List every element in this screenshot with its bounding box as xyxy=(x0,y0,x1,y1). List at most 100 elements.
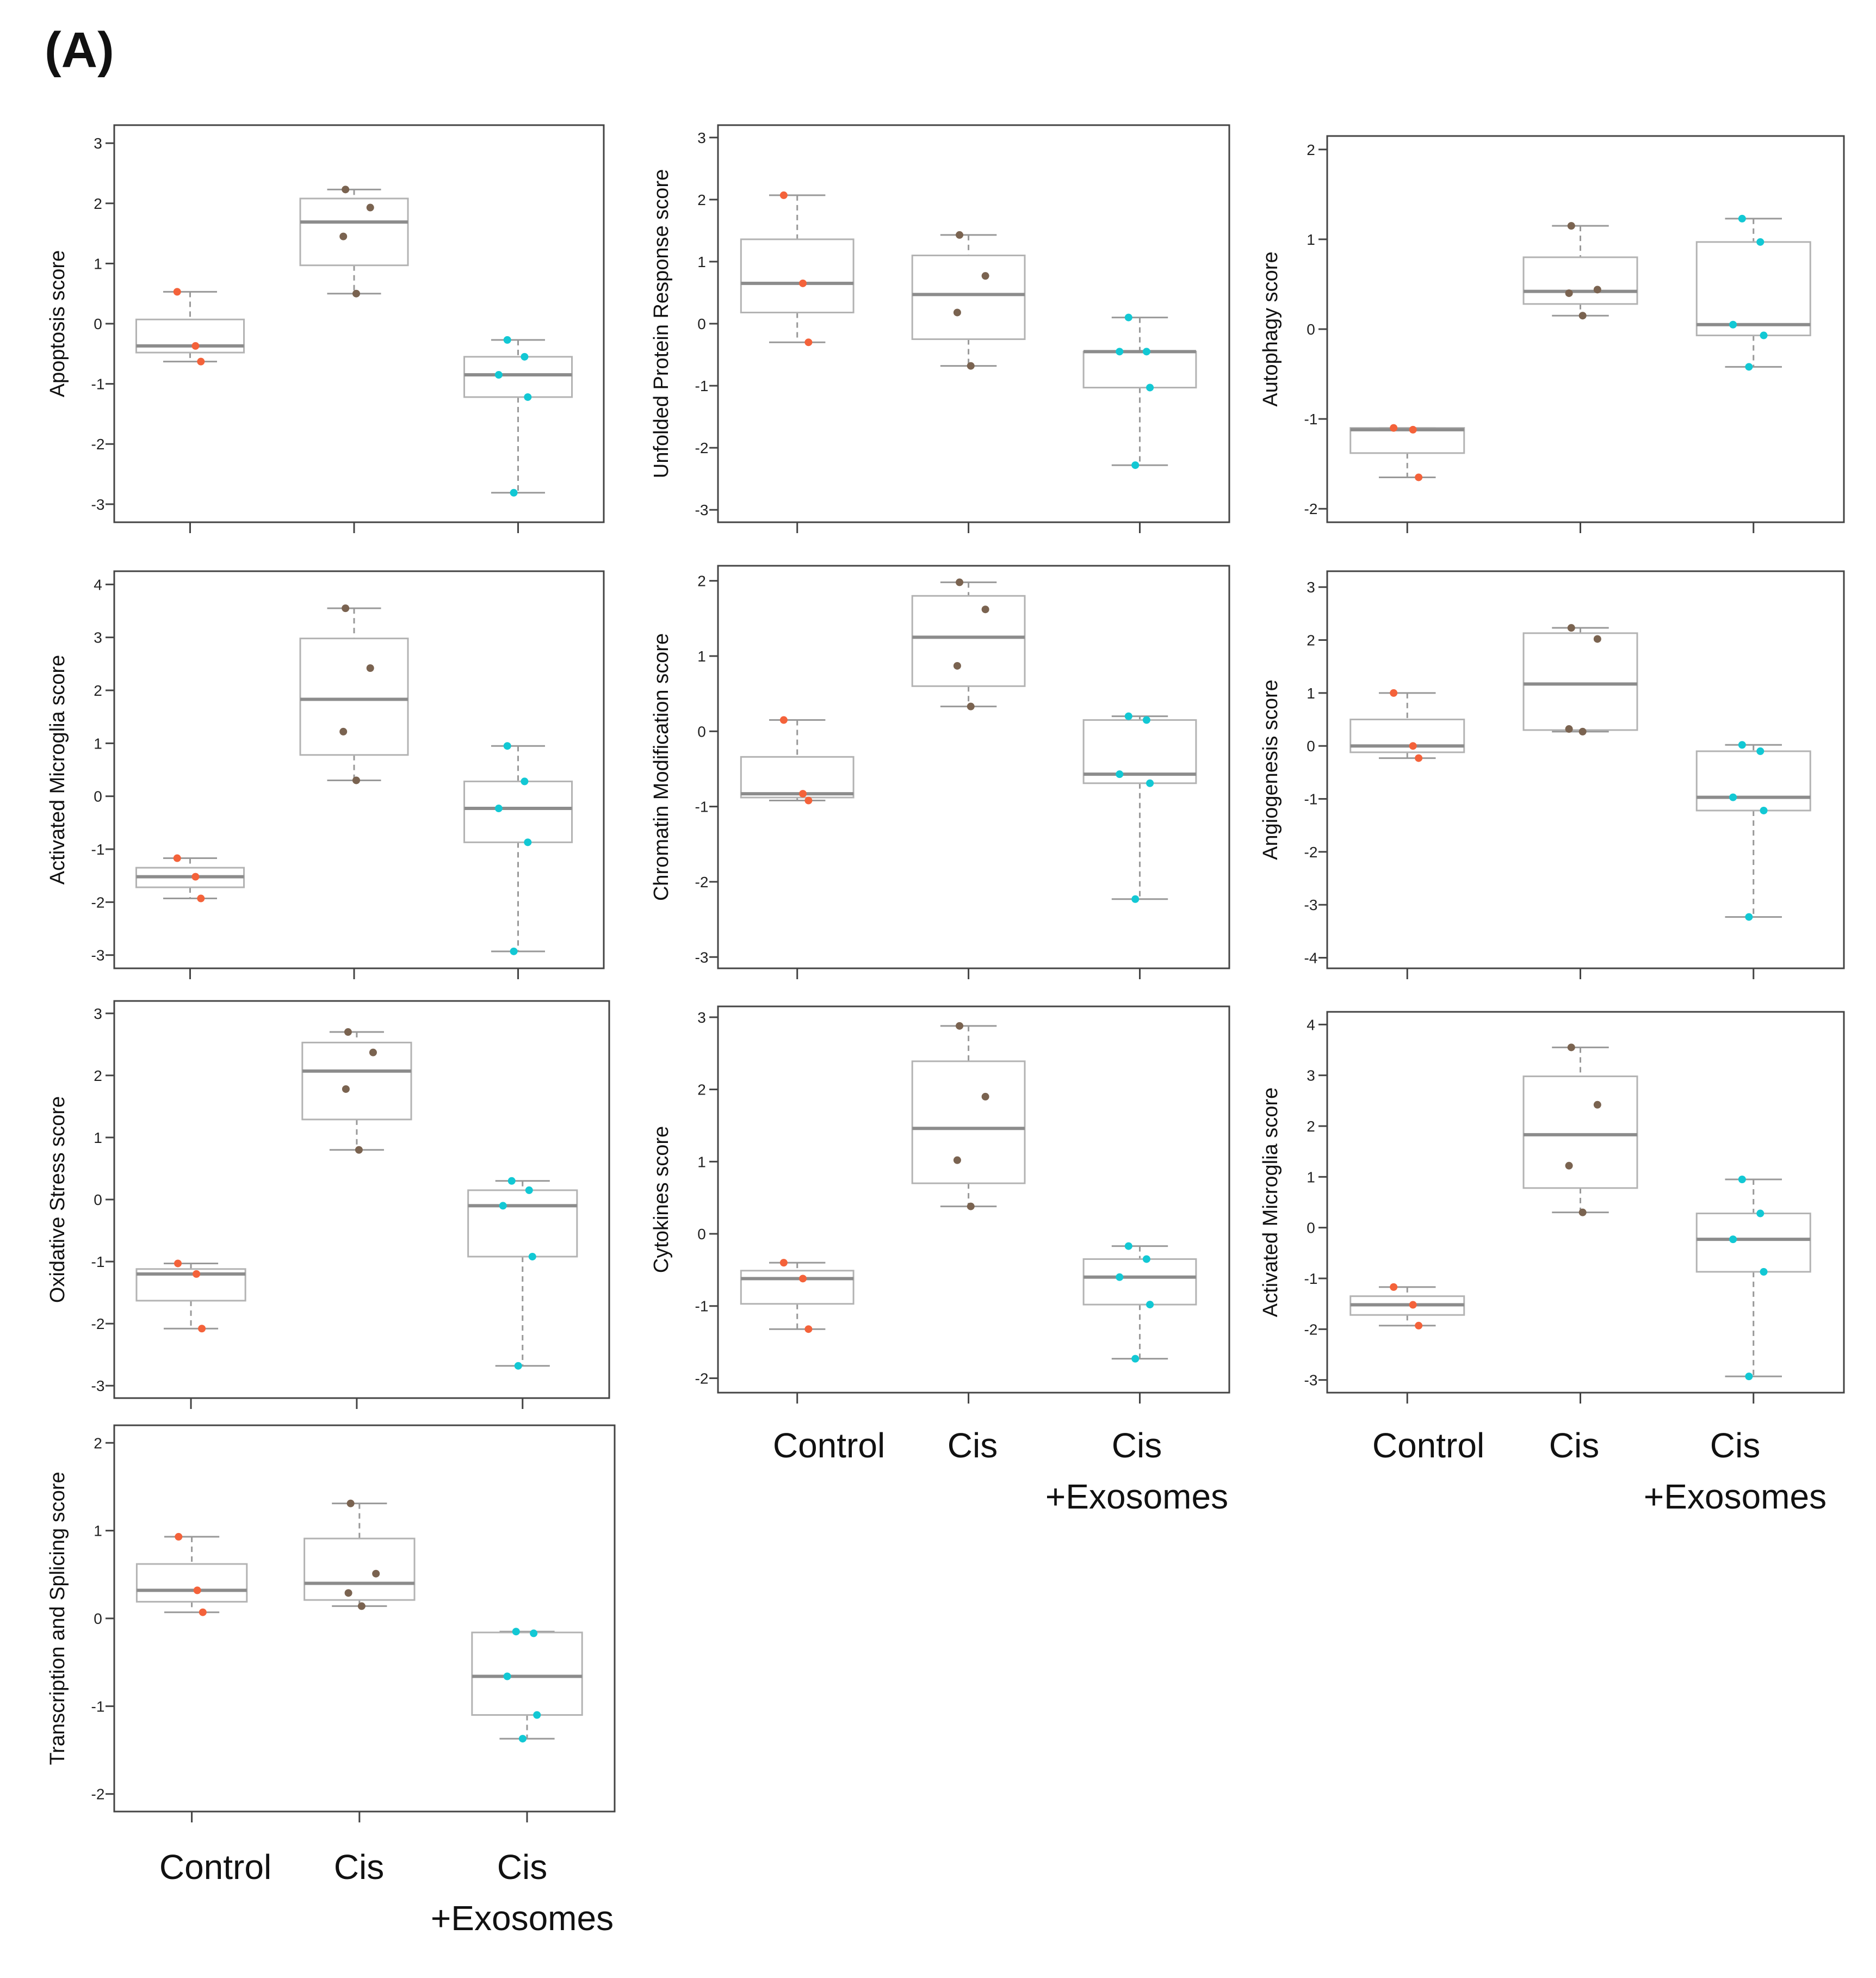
y-tick-label: 0 xyxy=(94,1610,102,1627)
data-point xyxy=(1116,770,1124,778)
y-tick-label: -1 xyxy=(91,1253,105,1270)
data-point xyxy=(191,342,200,350)
box-iqr xyxy=(740,238,855,313)
y-tick-label: 1 xyxy=(1307,231,1315,248)
box-iqr xyxy=(1349,427,1465,454)
panel-unfolded-protein-response: -3 -2 -1 0 1 2 3 Unfolded Protein Response scor… xyxy=(636,114,1240,549)
y-tick-label: 4 xyxy=(1307,1016,1315,1033)
category-label-cis-exosomes: Cis +Exosomes xyxy=(431,1841,614,1944)
y-tick-label: -1 xyxy=(91,1698,105,1715)
data-point xyxy=(1745,363,1753,371)
y-tick-label: 1 xyxy=(697,254,706,270)
data-point xyxy=(1738,741,1746,749)
panel-apoptosis: -3 -2 -1 0 1 2 3 Apoptosis score xyxy=(33,114,615,549)
data-point xyxy=(503,1672,511,1680)
data-point xyxy=(1745,913,1753,921)
data-point xyxy=(1409,425,1417,434)
category-label-cis-exosomes-line1: Cis xyxy=(497,1847,548,1887)
y-axis-label: Activated Microglia score xyxy=(1259,1087,1282,1317)
panel-oxidative-stress: -3 -2 -1 0 1 2 3 Oxidative Stress score xyxy=(33,990,620,1425)
category-label-cis-exosomes-line2: +Exosomes xyxy=(430,1899,614,1938)
box-iqr xyxy=(471,1631,583,1716)
data-point xyxy=(175,1532,183,1541)
y-tick-label: -2 xyxy=(1304,844,1318,861)
y-tick-label: 1 xyxy=(94,1129,102,1146)
y-axis-label: Apoptosis score xyxy=(46,250,69,397)
data-point xyxy=(981,605,989,614)
data-point xyxy=(173,854,181,862)
data-point xyxy=(1756,238,1764,246)
data-point xyxy=(1146,779,1154,787)
box-iqr xyxy=(1695,1213,1811,1273)
y-tick-label: -1 xyxy=(1304,1270,1318,1287)
data-point xyxy=(804,796,813,805)
y-axis-label: Unfolded Protein Response score xyxy=(650,169,673,478)
data-point xyxy=(346,1499,355,1507)
y-tick-label: 0 xyxy=(697,723,706,740)
data-point xyxy=(953,308,961,317)
data-point xyxy=(799,1275,807,1283)
data-point xyxy=(352,289,360,298)
y-tick-label: -3 xyxy=(695,502,709,518)
y-axis-label: Autophagy score xyxy=(1259,251,1282,406)
y-tick-label: 2 xyxy=(94,1067,102,1084)
y-tick-label: -3 xyxy=(91,947,105,964)
box-iqr xyxy=(463,780,573,843)
data-point xyxy=(355,1146,363,1154)
data-point xyxy=(197,357,205,366)
box-iqr xyxy=(1082,350,1197,388)
y-tick-label: -2 xyxy=(1304,500,1318,517)
data-point xyxy=(342,1085,350,1093)
data-point xyxy=(1131,1355,1140,1363)
box-iqr xyxy=(1695,241,1811,337)
data-point xyxy=(1390,689,1398,697)
data-point xyxy=(981,1092,989,1101)
plot-frame xyxy=(113,570,605,969)
data-point xyxy=(1593,1101,1601,1109)
box-iqr xyxy=(299,197,409,267)
data-point xyxy=(1760,1268,1768,1276)
data-point xyxy=(369,1048,377,1056)
data-point xyxy=(956,231,964,239)
box-iqr xyxy=(463,356,573,398)
data-point xyxy=(372,1569,380,1578)
y-tick-label: 0 xyxy=(697,316,706,332)
data-point xyxy=(510,489,518,497)
data-point xyxy=(342,604,350,613)
data-point xyxy=(507,1177,516,1185)
y-tick-label: 1 xyxy=(1307,685,1315,702)
y-axis-label: Transcription and Splicing score xyxy=(46,1472,69,1765)
data-point xyxy=(804,1325,813,1333)
data-point xyxy=(1415,754,1423,762)
y-tick-label: 3 xyxy=(1307,579,1315,596)
box-iqr xyxy=(911,1060,1026,1184)
y-tick-label: 1 xyxy=(1307,1169,1315,1185)
y-tick-label: 0 xyxy=(94,316,102,332)
data-point xyxy=(1593,286,1601,294)
category-label-cis: Cis xyxy=(333,1847,385,1887)
data-point xyxy=(1124,313,1132,322)
data-point xyxy=(1760,331,1768,339)
data-point xyxy=(1146,1301,1154,1309)
panel-autophagy: -2 -1 0 1 2 Autophagy score xyxy=(1246,125,1855,549)
data-point xyxy=(503,742,511,750)
category-label-cis-exosomes-line2: +Exosomes xyxy=(1045,1477,1229,1516)
category-label-cis-exosomes-line1: Cis xyxy=(1111,1426,1162,1465)
y-tick-label: 2 xyxy=(1307,632,1315,649)
y-tick-label: 1 xyxy=(94,1523,102,1540)
data-point xyxy=(1131,895,1140,903)
y-tick-label: 2 xyxy=(697,573,706,590)
data-point xyxy=(1729,320,1737,329)
y-tick-label: -3 xyxy=(1304,1372,1318,1389)
data-point xyxy=(494,371,503,379)
y-tick-label: -3 xyxy=(91,496,105,513)
box-iqr xyxy=(911,595,1026,687)
y-tick-label: -2 xyxy=(91,894,105,911)
data-point xyxy=(366,203,374,212)
data-point xyxy=(1567,1043,1575,1052)
data-point xyxy=(967,702,975,710)
y-tick-label: 2 xyxy=(697,191,706,208)
data-point xyxy=(1146,384,1154,392)
data-point xyxy=(197,894,205,903)
y-tick-label: -2 xyxy=(1304,1321,1318,1338)
